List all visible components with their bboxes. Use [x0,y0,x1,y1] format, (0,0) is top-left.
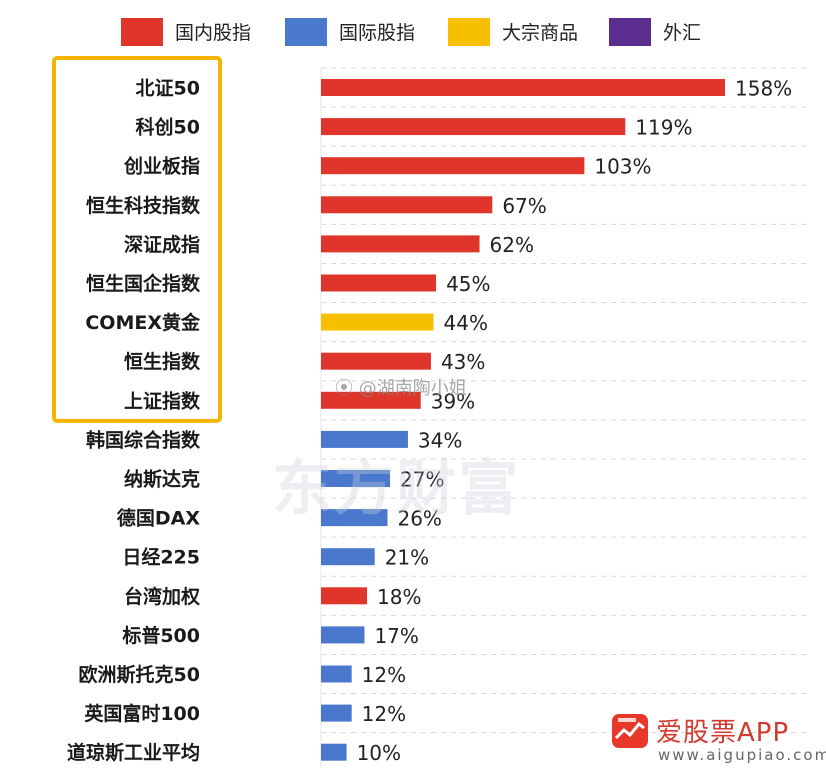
value-label: 158% [735,77,792,101]
legend-swatch [448,18,490,46]
value-label: 34% [418,428,462,452]
value-label: 67% [502,194,546,218]
bar [321,313,434,331]
highlight-box [52,56,222,423]
bar [321,509,388,527]
brand-name: 爱股票APP [656,718,790,748]
bar [321,352,431,370]
value-label: 18% [377,585,421,609]
category-label: 台湾加权 [124,585,200,608]
value-label: 26% [397,507,441,531]
bar [321,704,352,722]
bar [321,196,493,214]
category-label: 道琼斯工业平均 [67,741,200,764]
category-label: 深证成指 [124,233,200,256]
bar [321,548,375,566]
category-label: 欧洲斯托克50 [79,663,200,686]
bar [321,391,421,409]
stock-chart-icon [612,713,648,748]
category-label: 韩国综合指数 [86,428,201,451]
bar [321,587,368,605]
value-label: 27% [400,468,444,492]
bar [321,118,626,136]
category-label: 创业板指 [123,155,200,178]
value-label: 119% [635,116,692,140]
bar [321,665,352,683]
legend-swatch [285,18,327,46]
legend-swatch [121,18,163,46]
value-label: 12% [362,702,406,726]
bar [321,235,480,253]
gridlines [320,67,810,768]
legend-label: 国际股指 [339,22,415,44]
value-label: 103% [594,155,651,179]
value-label: 43% [441,350,485,374]
bar [321,626,365,644]
value-label: 21% [385,546,429,570]
value-label: 45% [446,272,490,296]
bar [321,430,408,448]
bar [321,274,437,292]
category-label: 德国DAX [117,507,200,530]
category-label: 科创50 [136,116,200,139]
category-label: 北证50 [136,78,200,100]
category-label: 恒生科技指数 [86,194,201,217]
bar [321,470,391,487]
brand-logo: 爱股票APP [612,712,789,749]
legend-label: 大宗商品 [502,22,578,44]
brand-url: www.aigupiao.com [658,746,826,764]
category-label: 上证指数 [124,389,201,412]
legend: 国内股指 国际股指 大宗商品 外汇 [121,18,701,46]
center-watermark: 东方财富 [272,454,520,524]
bar [321,743,347,761]
value-label: 39% [431,389,475,413]
bars: 北证50 158% 科创50 119% 创业板指 103% 恒生科技指数 67% 深证成指 62%… [67,77,792,766]
category-label: 英国富时100 [84,702,200,725]
weibo-watermark-text: @湖南陶小姐 [358,378,467,399]
bar [321,157,585,175]
category-label: 标普500 [122,624,200,647]
weibo-watermark: ⦿ @湖南陶小姐 [335,378,467,399]
category-label: 恒生国企指数 [86,272,201,295]
value-label: 44% [444,311,488,335]
value-label: 10% [357,741,401,765]
value-label: 12% [362,663,406,687]
legend-label: 国内股指 [175,22,251,44]
value-label: 17% [374,624,418,648]
legend-swatch [609,18,651,46]
category-label: 纳斯达克 [124,468,200,491]
value-label: 62% [490,233,534,257]
category-label: 恒生指数 [124,350,201,373]
category-label: 日经225 [122,546,200,569]
legend-label: 外汇 [663,22,701,44]
category-label: COMEX黄金 [85,311,201,334]
bar [321,79,725,96]
